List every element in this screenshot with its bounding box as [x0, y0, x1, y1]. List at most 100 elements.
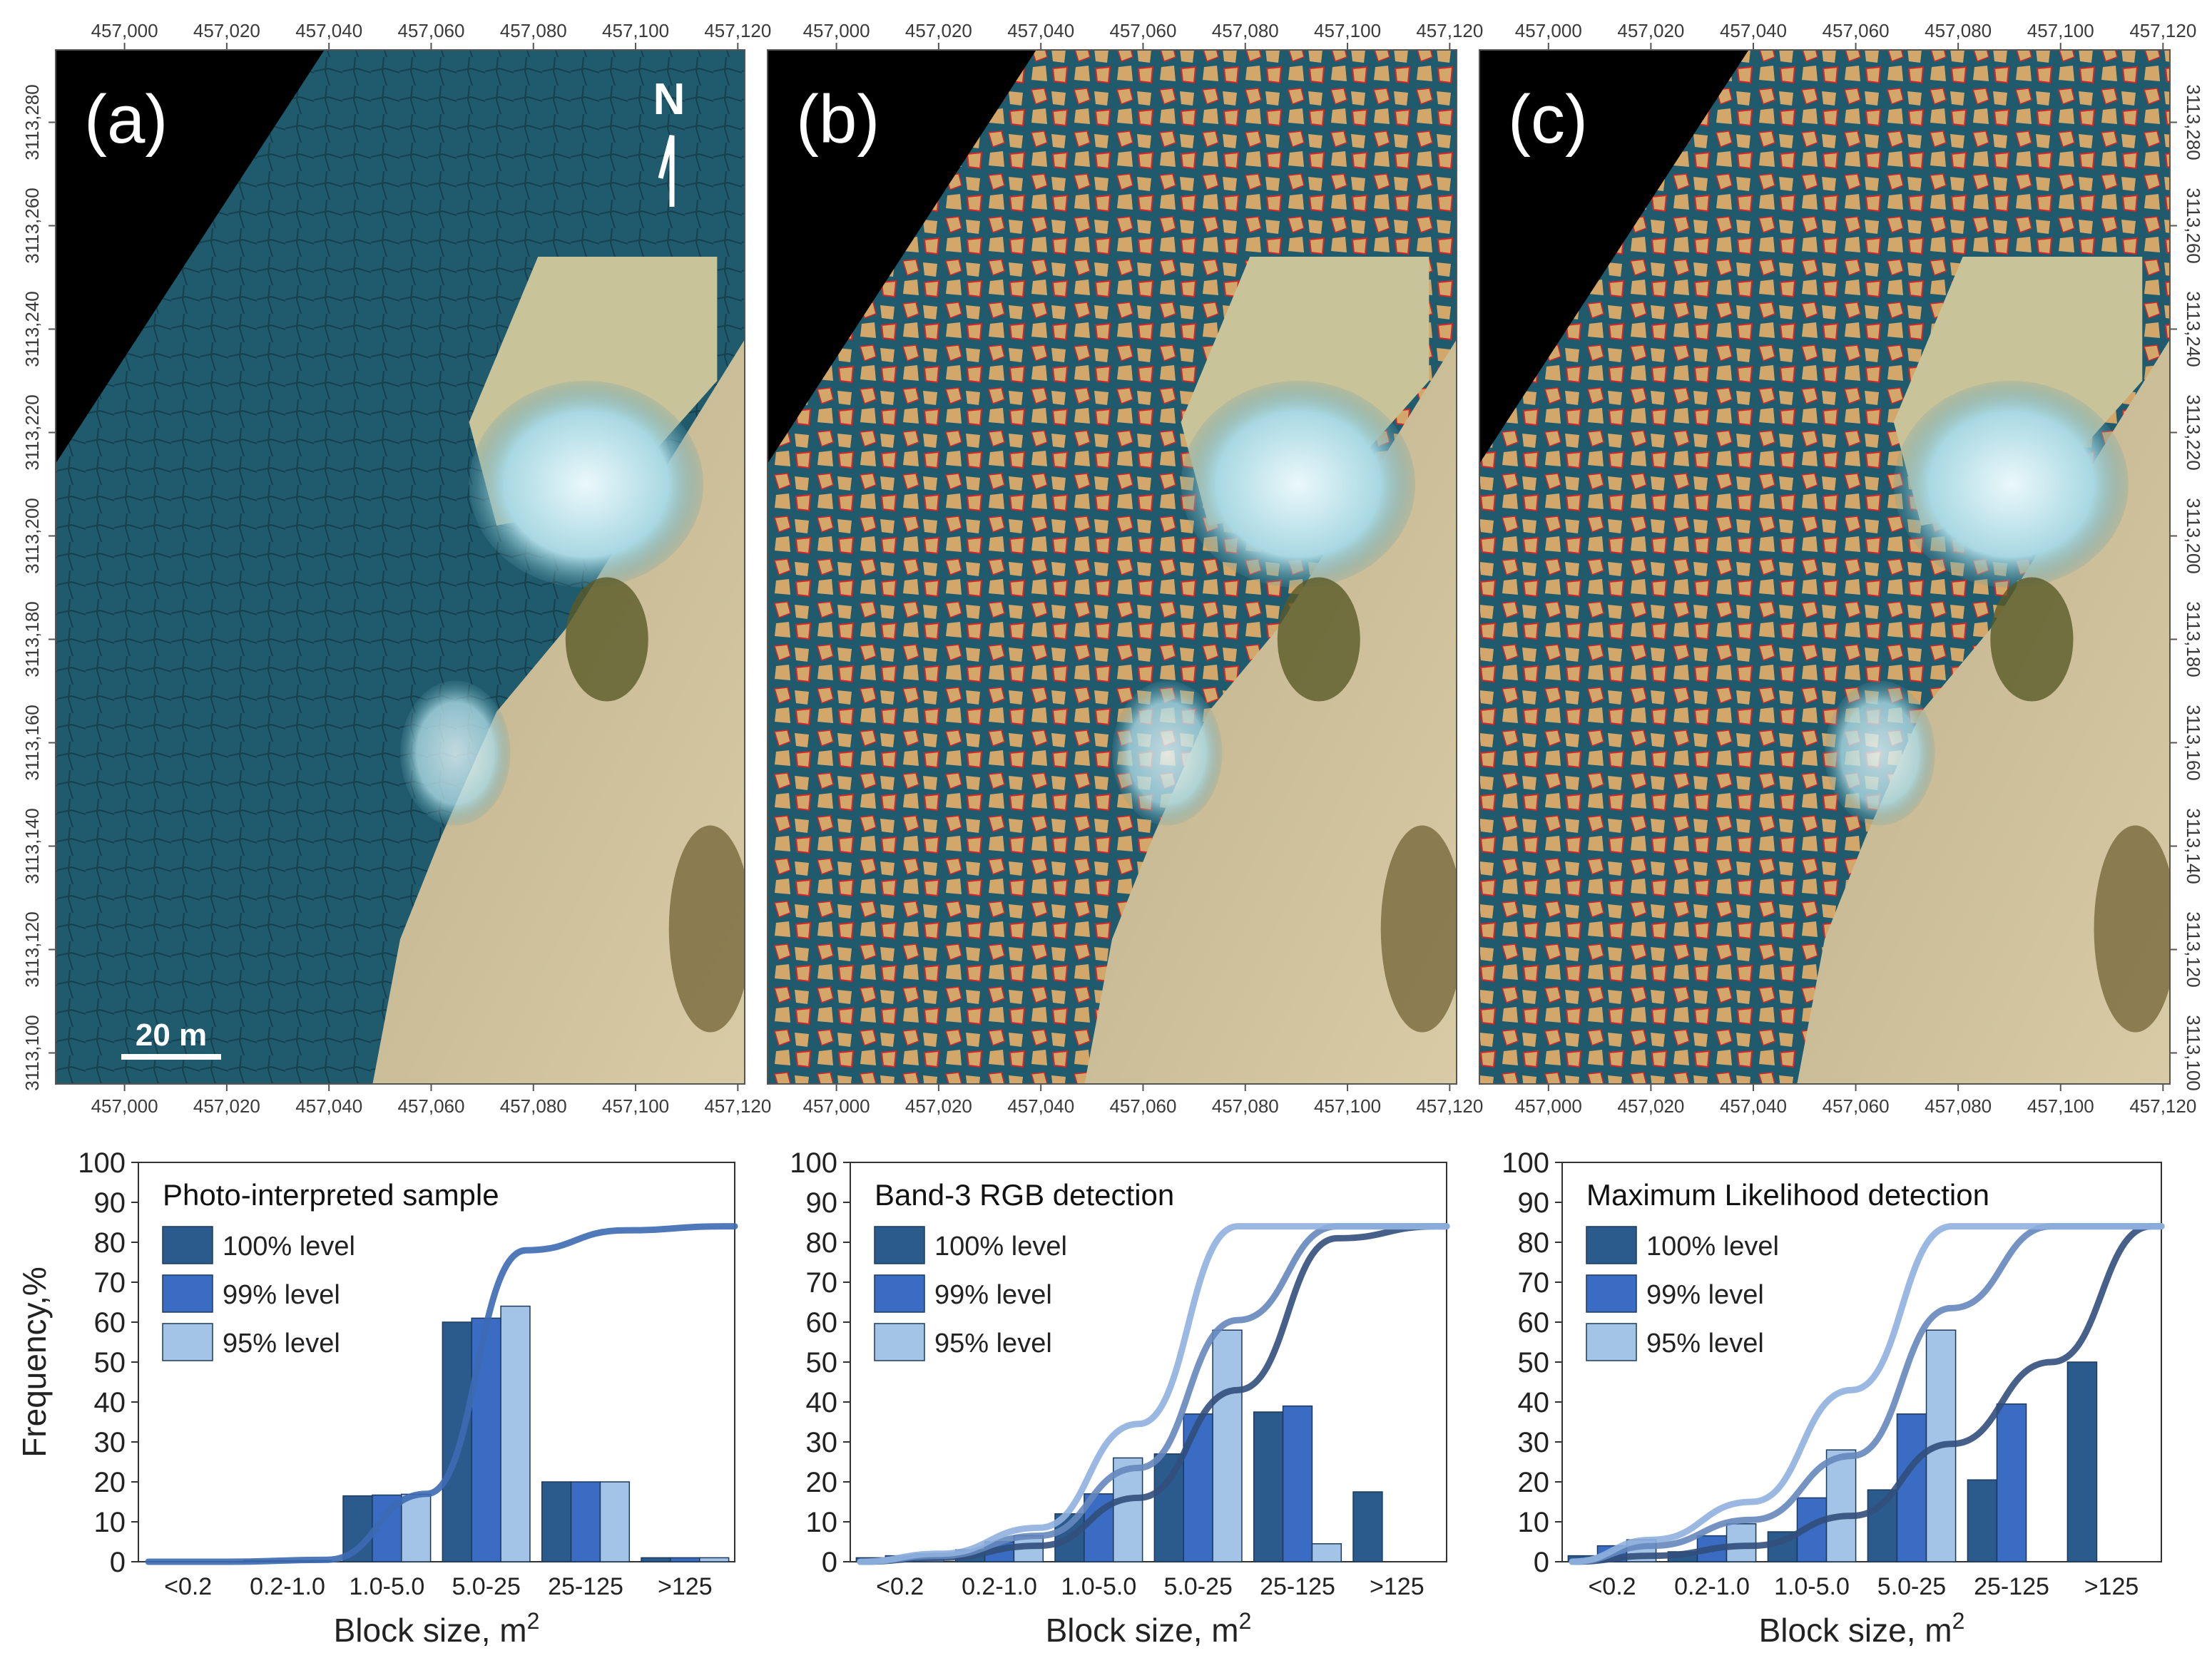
- x-tick-label-bottom: 457,000: [91, 1095, 158, 1117]
- map-panels: (a) 457,000 457,000 457,020 457,020 457,040 45…: [21, 20, 2204, 1117]
- bar-99-level: [1996, 1403, 2027, 1562]
- y-tick-label: 100: [78, 1147, 126, 1179]
- y-tick-label: 90: [806, 1187, 838, 1219]
- y-tick-label: 90: [94, 1187, 126, 1219]
- x-tick-label-top: 457,060: [397, 20, 464, 41]
- x-tick-label-bottom: 457,000: [1515, 1095, 1582, 1117]
- x-tick-label-bottom: 457,080: [500, 1095, 567, 1117]
- map-frame: [55, 49, 745, 1085]
- category-label: 5.0-25: [452, 1573, 520, 1600]
- x-tick-label-bottom: 457,080: [1212, 1095, 1279, 1117]
- histogram-2: 0 10 20 30 40 50 60 70 80 90 100 <0.2 0.2-1.0 1.0-5.0…: [790, 1147, 1450, 1649]
- x-tick-label-top: 457,020: [1617, 20, 1684, 41]
- category-label: <0.2: [164, 1573, 212, 1600]
- y-tick-label: 100: [790, 1147, 837, 1179]
- x-tick-label-top: 457,120: [2129, 20, 2196, 41]
- x-tick-label-bottom: 457,040: [1007, 1095, 1074, 1117]
- y-tick-label: 20: [806, 1467, 838, 1498]
- x-tick-label-top: 457,080: [500, 20, 567, 41]
- x-tick-label-top: 457,040: [1720, 20, 1787, 41]
- y-tick-label: 80: [806, 1227, 838, 1259]
- category-label: 25-125: [1974, 1573, 2049, 1600]
- bar-95-level: [500, 1305, 531, 1562]
- x-tick-label-top: 457,060: [1823, 20, 1890, 41]
- category-label: >125: [658, 1573, 713, 1600]
- legend-swatch: [162, 1226, 213, 1264]
- y-tick-label: 3113,280: [21, 84, 43, 160]
- y-tick-label: 0: [822, 1547, 837, 1578]
- bar-99-level: [1183, 1413, 1213, 1562]
- bar-100-level: [1352, 1491, 1383, 1562]
- y-tick-label: 10: [1518, 1507, 1550, 1538]
- bar-100-level: [342, 1495, 373, 1562]
- bar-99-level: [570, 1481, 601, 1562]
- legend-label: 99% level: [1646, 1280, 1764, 1310]
- chart-title: Photo-interpreted sample: [163, 1178, 499, 1212]
- y-tick-label: 3113,140: [2183, 808, 2204, 884]
- histogram-1: 0 10 20 30 40 50 60 70 80 90 100 <0.2 0.2-1.0 1.0-5.0…: [16, 1147, 738, 1649]
- x-tick-label-bottom: 457,020: [1617, 1095, 1684, 1117]
- x-tick-label-top: 457,080: [1925, 20, 1992, 41]
- legend-label: 100% level: [934, 1232, 1067, 1262]
- map-panel-2: (b) 457,000 457,000 457,020 457,020 457,040 45…: [767, 20, 1483, 1117]
- category-label: 1.0-5.0: [1061, 1573, 1136, 1600]
- map-panel-3: (c) 457,000 457,000 457,020 457,020 457,040 45…: [1479, 20, 2204, 1117]
- x-tick-label-top: 457,020: [905, 20, 972, 41]
- y-tick-label: 3113,180: [21, 601, 43, 677]
- algae-patch: [1277, 577, 1360, 702]
- legend-label: 95% level: [1646, 1329, 1764, 1359]
- y-tick-label: 30: [1518, 1427, 1550, 1458]
- y-axis-label: Frequency,%: [16, 1267, 53, 1458]
- wave-foam: [469, 381, 704, 588]
- x-tick-label-bottom: 457,060: [397, 1095, 464, 1117]
- category-label: <0.2: [876, 1573, 924, 1600]
- x-axis-label: Block size, m2: [334, 1608, 540, 1649]
- y-tick-label: 20: [94, 1467, 126, 1498]
- y-tick-label: 70: [806, 1267, 838, 1299]
- y-tick-label: 70: [1518, 1267, 1550, 1299]
- legend-swatch: [1586, 1323, 1637, 1361]
- wave-foam: [400, 680, 511, 826]
- y-tick-label: 60: [806, 1307, 838, 1339]
- bar-100-level: [641, 1557, 671, 1562]
- category-label: >125: [2084, 1573, 2139, 1600]
- y-tick-label: 3113,200: [21, 498, 43, 574]
- scale-bar: [121, 1054, 221, 1060]
- legend-label: 95% level: [934, 1329, 1052, 1359]
- legend-label: 100% level: [223, 1232, 355, 1262]
- bar-100-level: [1967, 1479, 1998, 1562]
- no-data-corner: [1479, 50, 1749, 464]
- legend-swatch: [874, 1274, 925, 1313]
- y-tick-label: 3113,220: [2183, 394, 2204, 471]
- north-arrow-icon: [658, 135, 675, 207]
- bar-100-level: [541, 1481, 572, 1562]
- algae-patch: [1990, 577, 2074, 702]
- y-tick-label: 3113,280: [2183, 84, 2204, 160]
- y-tick-label: 0: [110, 1547, 126, 1578]
- y-tick-label: 10: [806, 1507, 838, 1538]
- y-tick-label: 90: [1518, 1187, 1550, 1219]
- algae-patch: [668, 825, 745, 1033]
- y-tick-label: 50: [94, 1347, 126, 1378]
- y-tick-label: 0: [1534, 1547, 1549, 1578]
- x-tick-label-top: 457,020: [193, 20, 260, 41]
- map-panel-1: (a) 457,000 457,000 457,020 457,020 457,040 45…: [21, 20, 771, 1117]
- y-tick-label: 3113,240: [21, 291, 43, 367]
- y-tick-label: 60: [94, 1307, 126, 1339]
- wave-foam: [1112, 680, 1223, 826]
- legend-label: 100% level: [1646, 1232, 1779, 1262]
- bar-95-level: [699, 1557, 730, 1562]
- x-tick-label-top: 457,080: [1212, 20, 1279, 41]
- x-tick-label-top: 457,120: [704, 20, 771, 41]
- x-tick-label-top: 457,040: [1007, 20, 1074, 41]
- y-tick-label: 50: [806, 1347, 838, 1378]
- y-tick-label: 60: [1518, 1307, 1550, 1339]
- x-tick-label-top: 457,100: [2027, 20, 2094, 41]
- no-data-corner: [56, 50, 325, 464]
- y-tick-label: 50: [1518, 1347, 1550, 1378]
- x-tick-label-top: 457,120: [1416, 20, 1483, 41]
- category-label: 25-125: [548, 1573, 623, 1600]
- no-data-corner: [768, 50, 1036, 464]
- x-axis-label: Block size, m2: [1046, 1608, 1252, 1649]
